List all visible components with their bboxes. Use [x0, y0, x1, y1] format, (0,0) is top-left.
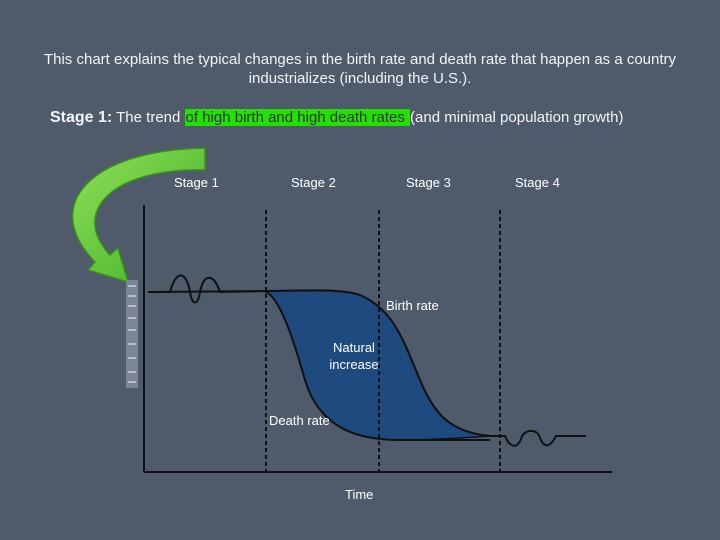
- stage-text-before: The trend: [112, 109, 185, 126]
- time-axis-label: Time: [345, 487, 374, 502]
- y-axis-label-glyphs: [128, 285, 136, 383]
- intro-text: This chart explains the typical changes …: [43, 51, 677, 87]
- stage-4-label: Stage 4: [515, 175, 560, 190]
- curved-arrow-icon: [71, 147, 206, 284]
- birth-rate-label: Birth rate: [386, 298, 439, 313]
- death-rate-label: Death rate: [269, 413, 330, 428]
- natural-increase-line-2: increase: [329, 357, 379, 372]
- natural-increase-line-1: Natural: [333, 340, 375, 355]
- stage-highlight: of high birth and high death rates: [184, 109, 411, 126]
- death-rate-line: [147, 289, 490, 441]
- stage-dividers: [265, 210, 501, 472]
- stage-2-label: Stage 2: [291, 175, 336, 190]
- natural-increase-label: Natural increase: [322, 339, 386, 373]
- stage-text-after: (and minimal population growth): [410, 109, 624, 126]
- stage-lead: Stage 1:: [50, 109, 113, 126]
- birth-rate-line: [148, 274, 586, 447]
- stage-description: Stage 1: The trend of high birth and hig…: [50, 109, 710, 127]
- stage-1-label: Stage 1: [174, 175, 219, 190]
- stage-3-label: Stage 3: [406, 175, 451, 190]
- y-axis-label-remnant: [126, 280, 138, 388]
